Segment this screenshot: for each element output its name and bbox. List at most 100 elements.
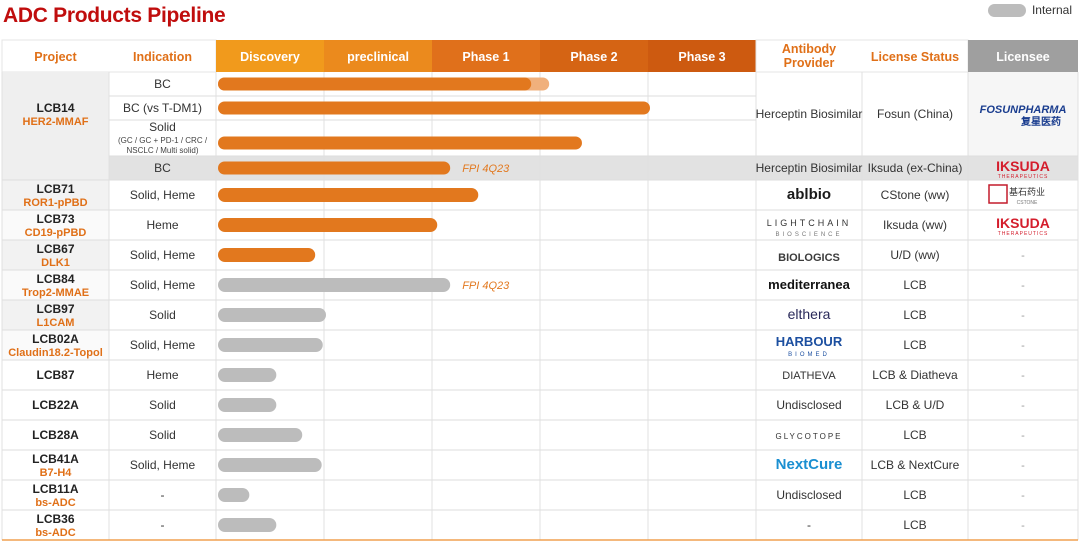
- header-project: Project: [34, 50, 77, 64]
- header-bg-left: [1, 39, 217, 73]
- project-cell-bg: [2, 240, 109, 270]
- project-code: LCB36: [36, 512, 74, 526]
- antibody-provider: NextCure: [776, 456, 843, 473]
- header-bg-right: [755, 39, 969, 73]
- license-status: CStone (ww): [881, 188, 950, 202]
- antibody-provider: BIOLOGICS: [778, 252, 840, 264]
- pipeline-bar: [218, 368, 277, 382]
- indication-label: Solid, Heme: [130, 188, 196, 202]
- indication-label: Solid, Heme: [130, 248, 196, 262]
- indication-label: Solid: [149, 398, 176, 412]
- project-target: Trop2-MMAE: [22, 287, 89, 299]
- indication-label: -: [161, 518, 165, 532]
- page-title: ADC Products Pipeline: [3, 4, 226, 27]
- project-target: DLK1: [41, 257, 70, 269]
- header-phase-label: Phase 3: [678, 50, 725, 64]
- project-code: LCB28A: [32, 428, 79, 442]
- antibody-provider: DIATHEVA: [782, 370, 836, 382]
- project-code: LCB41A: [32, 452, 79, 466]
- header-antibody-line2: Provider: [784, 56, 835, 70]
- pipeline-bar: [218, 308, 326, 322]
- indication-sub: (GC / GC + PD-1 / CRC /: [118, 136, 208, 145]
- bar-note: FPI 4Q23: [462, 163, 510, 175]
- project-cell-bg: [2, 330, 109, 360]
- antibody-provider: mediterranea: [768, 277, 850, 292]
- licensee-logo-fosun: FOSUNPHARMA: [980, 104, 1067, 116]
- pipeline-bar: [218, 188, 479, 202]
- licensee-logo-cstone-sub: CSTONE: [1017, 200, 1038, 206]
- legend-internal-swatch: [987, 3, 1026, 17]
- licensee-empty: -: [1021, 520, 1025, 532]
- header-antibody-line1: Antibody: [782, 42, 836, 56]
- header-phase-bg: [432, 40, 540, 72]
- licensee-empty: -: [1021, 490, 1025, 502]
- pipeline-bar: [218, 77, 532, 91]
- bar-note: FPI 4Q23: [462, 280, 510, 292]
- project-code: LCB11A: [32, 482, 78, 496]
- project-target: CD19-pPBD: [25, 227, 87, 239]
- project-target: bs-ADC: [35, 497, 75, 509]
- pipeline-bar: [218, 398, 277, 412]
- license-status: LCB: [903, 338, 926, 352]
- project-target: HER2-MMAF: [23, 116, 89, 128]
- lcb14-project-bg: [2, 72, 109, 180]
- project-target: Claudin18.2-Topol: [8, 347, 103, 359]
- antibody-provider: Undisclosed: [776, 488, 841, 502]
- indication-label: Heme: [146, 368, 178, 382]
- licensee-empty: -: [1021, 370, 1025, 382]
- project-target: B7-H4: [40, 467, 73, 479]
- licensee-logo-cstone-mark: [988, 184, 1008, 204]
- license-status: U/D (ww): [890, 248, 939, 262]
- project-code: LCB67: [36, 242, 74, 256]
- pipeline-bar: [218, 518, 277, 532]
- lcb14-licensee-bg: [968, 72, 1078, 156]
- pipeline-bar: [218, 458, 322, 472]
- licensee-empty: -: [1021, 460, 1025, 472]
- header-licensee: Licensee: [996, 50, 1050, 64]
- indication-label: BC (vs T-DM1): [123, 101, 202, 115]
- indication-sub: NSCLC / Multi solid): [126, 146, 198, 155]
- licensee-empty: -: [1021, 280, 1025, 292]
- indication-label: Solid: [149, 428, 176, 442]
- antibody-provider: LIGHTCHAIN: [767, 218, 852, 228]
- project-code: LCB73: [36, 212, 74, 226]
- licensee-logo-iksuda-sub: THERAPEUTICS: [998, 231, 1049, 237]
- legend: Internal: [987, 3, 1072, 17]
- antibody-provider: Herceptin Biosimilar: [756, 107, 863, 121]
- pipeline-bar: [218, 248, 316, 262]
- project-target: L1CAM: [37, 317, 75, 329]
- pipeline-bar: [218, 161, 451, 175]
- header-indication: Indication: [133, 50, 192, 64]
- indication-label: BC: [154, 77, 171, 91]
- licensee-logo-iksuda: IKSUDA: [996, 158, 1050, 174]
- pipeline-bar: [218, 488, 250, 502]
- license-status: LCB: [903, 488, 926, 502]
- project-code: LCB02A: [32, 332, 79, 346]
- project-code: LCB14: [36, 101, 74, 115]
- license-status: Iksuda (ww): [883, 218, 947, 232]
- licensee-empty: -: [1021, 400, 1025, 412]
- license-status: Fosun (China): [877, 107, 953, 121]
- indication-label: -: [161, 488, 165, 502]
- licensee-logo-cstone: 基石药业: [1009, 186, 1045, 197]
- antibody-provider: ablbio: [787, 186, 831, 203]
- antibody-provider: Herceptin Biosimilar: [756, 161, 863, 175]
- licensee-empty: -: [1021, 430, 1025, 442]
- project-cell-bg: [2, 210, 109, 240]
- project-cell-bg: [2, 300, 109, 330]
- license-status: Iksuda (ex-China): [868, 161, 963, 175]
- header-phase-bg: [324, 40, 432, 72]
- licensee-empty: -: [1021, 310, 1025, 322]
- project-code: LCB22A: [32, 398, 79, 412]
- licensee-logo-fosun-sub: 复星医药: [1020, 115, 1061, 128]
- project-code: LCB97: [36, 302, 74, 316]
- header-phase-bg: [540, 40, 648, 72]
- license-status: LCB & NextCure: [871, 458, 960, 472]
- pipeline-bar: [218, 101, 650, 115]
- license-status: LCB & U/D: [886, 398, 945, 412]
- header-phase-bg: [216, 40, 324, 72]
- header-phase-label: Phase 2: [570, 50, 617, 64]
- project-code: LCB84: [36, 272, 74, 286]
- antibody-provider-sub: BIOMED: [788, 352, 830, 358]
